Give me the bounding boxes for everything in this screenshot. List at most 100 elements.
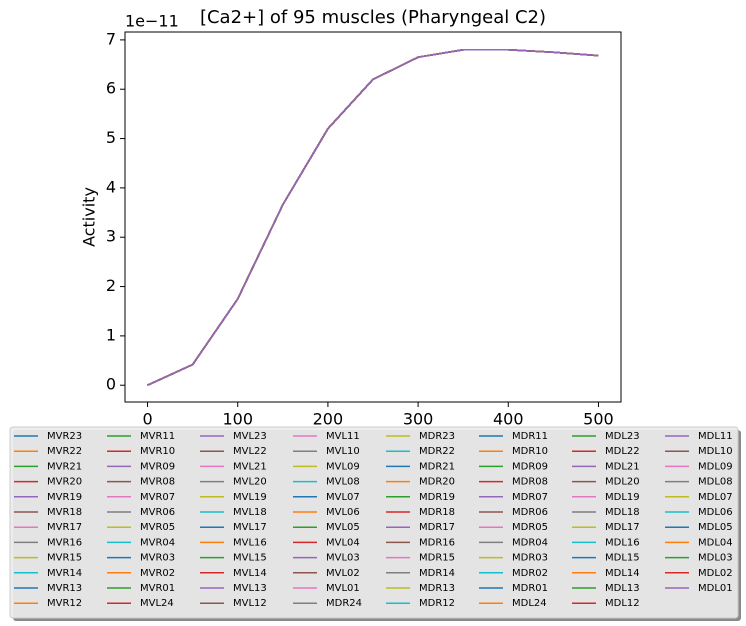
series-line <box>147 49 599 386</box>
series-line <box>147 49 599 386</box>
series-line <box>147 49 599 386</box>
legend-label: MDL16 <box>605 537 640 548</box>
legend-label: MVL16 <box>233 537 267 548</box>
series-line <box>147 49 599 386</box>
series-line <box>147 49 599 386</box>
x-tick-label: 200 <box>313 410 344 429</box>
legend-label: MDR20 <box>419 477 455 488</box>
series-line <box>147 49 599 386</box>
legend-label: MDL22 <box>605 446 640 457</box>
series-line <box>147 49 599 386</box>
plot-frame <box>124 31 622 403</box>
legend-label: MDR11 <box>512 431 548 442</box>
series-line <box>147 49 599 386</box>
series-line <box>147 49 599 386</box>
series-line <box>147 49 599 386</box>
legend-label: MVL22 <box>233 446 267 457</box>
series-line <box>147 49 599 386</box>
legend-label: MDR03 <box>512 553 548 564</box>
series-line <box>147 49 599 386</box>
series-line <box>147 49 599 386</box>
legend-label: MDL09 <box>698 461 733 472</box>
series-line <box>147 49 599 386</box>
series-line <box>147 49 599 386</box>
series-line <box>147 49 599 386</box>
legend-label: MDR19 <box>419 492 455 503</box>
series-line <box>147 49 599 386</box>
series-line <box>147 49 599 386</box>
chart-title: [Ca2+] of 95 muscles (Pharyngeal C2) <box>200 7 546 28</box>
series-line <box>147 49 599 386</box>
series-line <box>147 49 599 386</box>
series-line <box>147 49 599 386</box>
series-line <box>147 49 599 386</box>
legend-label: MDR07 <box>512 492 548 503</box>
legend-label: MVR13 <box>47 583 82 594</box>
legend-label: MVL01 <box>326 583 360 594</box>
legend-label: MDR04 <box>512 537 548 548</box>
legend-label: MVR14 <box>47 568 82 579</box>
legend-label: MDR23 <box>419 431 455 442</box>
series-line <box>147 49 599 386</box>
legend-label: MDR13 <box>419 583 455 594</box>
series-line <box>147 49 599 386</box>
series-line <box>147 49 599 386</box>
series-line <box>147 49 599 386</box>
legend-label: MVR04 <box>140 537 175 548</box>
x-tick-label: 400 <box>493 410 524 429</box>
series-line <box>147 49 599 386</box>
legend-label: MDR18 <box>419 507 455 518</box>
legend-label: MDL23 <box>605 431 640 442</box>
y-axis-label: Activity <box>80 187 99 247</box>
x-tick-label: 100 <box>222 410 253 429</box>
series-line <box>147 49 599 386</box>
series-line <box>147 49 599 386</box>
legend-label: MVR18 <box>47 507 82 518</box>
series-line <box>147 49 599 386</box>
series-line <box>147 49 599 386</box>
legend-label: MVR16 <box>47 537 82 548</box>
series-line <box>147 49 599 386</box>
legend-label: MVR02 <box>140 568 175 579</box>
legend-label: MVR12 <box>47 598 82 609</box>
series-line <box>147 49 599 386</box>
series-line <box>147 49 599 386</box>
legend-label: MVL20 <box>233 477 267 488</box>
series-line <box>147 49 599 386</box>
series-line <box>147 49 599 386</box>
series-line <box>147 49 599 386</box>
series-line <box>147 49 599 386</box>
series-line <box>147 49 599 386</box>
legend-label: MVR10 <box>140 446 175 457</box>
legend-label: MVL21 <box>233 461 267 472</box>
legend-label: MVR03 <box>140 553 175 564</box>
legend-label: MDL05 <box>698 522 733 533</box>
y-tick-label: 5 <box>106 128 116 147</box>
legend-label: MDL24 <box>512 598 547 609</box>
legend-label: MDL14 <box>605 568 640 579</box>
series-line <box>147 49 599 386</box>
legend-label: MDR14 <box>419 568 455 579</box>
legend-label: MDR24 <box>326 598 362 609</box>
legend-label: MDL12 <box>605 598 640 609</box>
series-line <box>147 49 599 386</box>
series-line <box>147 49 599 386</box>
legend-label: MVL02 <box>326 568 360 579</box>
legend-label: MVR08 <box>140 477 175 488</box>
legend-label: MDL18 <box>605 507 640 518</box>
series-line <box>147 49 599 386</box>
series-line <box>147 49 599 386</box>
series-line <box>147 49 599 386</box>
series-line <box>147 49 599 386</box>
series-line <box>147 49 599 386</box>
legend-label: MVL15 <box>233 553 267 564</box>
legend-label: MDL19 <box>605 492 640 503</box>
legend-label: MDL15 <box>605 553 640 564</box>
series-line <box>147 49 599 386</box>
legend-label: MDL02 <box>698 568 733 579</box>
legend-label: MDR06 <box>512 507 548 518</box>
series-line <box>147 49 599 386</box>
legend-label: MVR20 <box>47 477 82 488</box>
